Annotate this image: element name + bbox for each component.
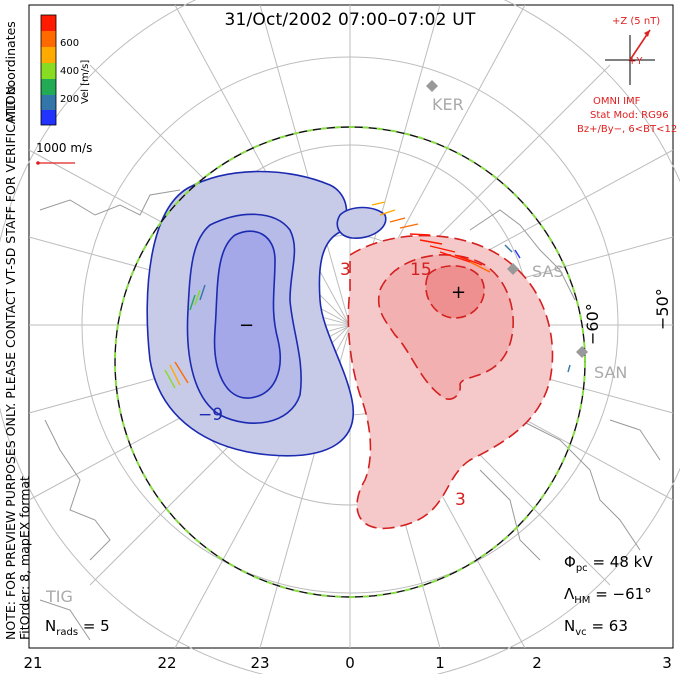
stat-phi-pc-value: = 48 kV <box>592 553 653 571</box>
colorbar-tick-200: 200 <box>60 94 80 105</box>
stat-n-rads-sub: rads <box>56 627 79 638</box>
reference-vector-dot <box>36 161 40 165</box>
coastlines <box>39 189 661 641</box>
latitude-label-60: −60° <box>583 303 602 345</box>
stat-lambda-hm: ΛHM = −61° <box>564 585 652 606</box>
colorbar-title: Vel [m/s] <box>80 59 91 104</box>
colorbar-swatch-3 <box>41 63 56 79</box>
stat-n-rads: Nrads = 5 <box>45 617 110 638</box>
stat-n-vc-value: = 63 <box>591 617 628 635</box>
stat-n-rads-value: = 5 <box>82 617 110 635</box>
colorbar <box>40 14 57 126</box>
stat-n-vc: Nvc = 63 <box>564 617 628 638</box>
mlt-tick-2: 2 <box>532 654 542 672</box>
min-potential-marker: − <box>239 315 254 336</box>
contour-label-positive-15: 15 <box>410 260 432 280</box>
stat-phi-pc-sub: pc <box>575 563 588 574</box>
contour-label-positive-3-top: 3 <box>340 260 351 280</box>
preview-note-line-1: NOTE: FOR PREVIEW PURPOSES ONLY. PLEASE … <box>3 82 18 640</box>
preview-note-line-2: FitOrder: 8, mapEX format <box>17 476 32 640</box>
imf-by-label: +Y <box>628 56 643 67</box>
colorbar-swatch-0 <box>41 15 56 31</box>
station-markers <box>426 80 588 358</box>
station-marker-ker <box>426 80 438 92</box>
mlt-tick-22: 22 <box>157 654 177 672</box>
stat-lambda-hm-sub: HM <box>574 595 591 606</box>
plot-frame <box>28 4 674 649</box>
stat-n-rads-symbol: N <box>45 617 57 635</box>
max-potential-marker: + <box>451 282 466 303</box>
imf-bz-label: +Z (5 nT) <box>612 16 661 27</box>
stat-lambda-hm-symbol: Λ <box>564 585 575 603</box>
colorbar-swatch-1 <box>41 31 56 47</box>
colorbar-swatch-2 <box>41 47 56 63</box>
preview-note: NOTE: FOR PREVIEW PURPOSES ONLY. PLEASE … <box>3 82 32 640</box>
mlt-tick-21: 21 <box>23 654 43 672</box>
colorbar-tick-600: 600 <box>60 38 80 49</box>
imf-clock <box>605 29 655 85</box>
colorbar-tick-400: 400 <box>60 66 80 77</box>
contour-label-negative: −9 <box>198 405 223 425</box>
station-label-san: SAN <box>594 363 627 382</box>
negative-cell-secondary <box>336 206 387 239</box>
mlt-tick-1: 1 <box>435 654 445 672</box>
station-label-tig: TIG <box>45 587 73 606</box>
reference-vector-label: 1000 m/s <box>36 141 93 155</box>
colorbar-swatch-5 <box>41 95 56 110</box>
colorbar-swatch-6 <box>41 110 56 125</box>
stat-n-vc-sub: vc <box>575 627 587 638</box>
hm-boundary-dashes <box>114 126 586 598</box>
mlt-tick-23: 23 <box>250 654 270 672</box>
station-label-ker: KER <box>432 95 464 114</box>
station-label-sas: SAS <box>532 262 564 281</box>
station-marker-san <box>576 346 588 358</box>
stat-lambda-hm-value: = −61° <box>595 585 652 603</box>
velocity-vectors <box>164 201 571 389</box>
latitude-label-50: −50° <box>653 288 672 330</box>
colorbar-swatch-4 <box>41 79 56 95</box>
mlt-tick-3: 3 <box>662 654 672 672</box>
stat-phi-pc: Φpc = 48 kV <box>564 553 653 574</box>
imf-condition: Bz+/By−, 6<BT<12 <box>577 124 678 135</box>
contour-label-positive-3-bottom: 3 <box>455 490 466 510</box>
page-title: 31/Oct/2002 07:00–07:02 UT <box>224 10 476 30</box>
stat-phi-pc-symbol: Φ <box>564 553 576 571</box>
stat-n-vc-symbol: N <box>564 617 576 635</box>
imf-source: OMNI IMF <box>593 96 641 107</box>
imf-model: Stat Mod: RG96 <box>590 110 669 121</box>
mlt-tick-0: 0 <box>345 654 355 672</box>
negative-cell-inner <box>213 230 281 399</box>
station-marker-sas <box>507 263 519 275</box>
positive-cell-inner <box>425 265 485 319</box>
